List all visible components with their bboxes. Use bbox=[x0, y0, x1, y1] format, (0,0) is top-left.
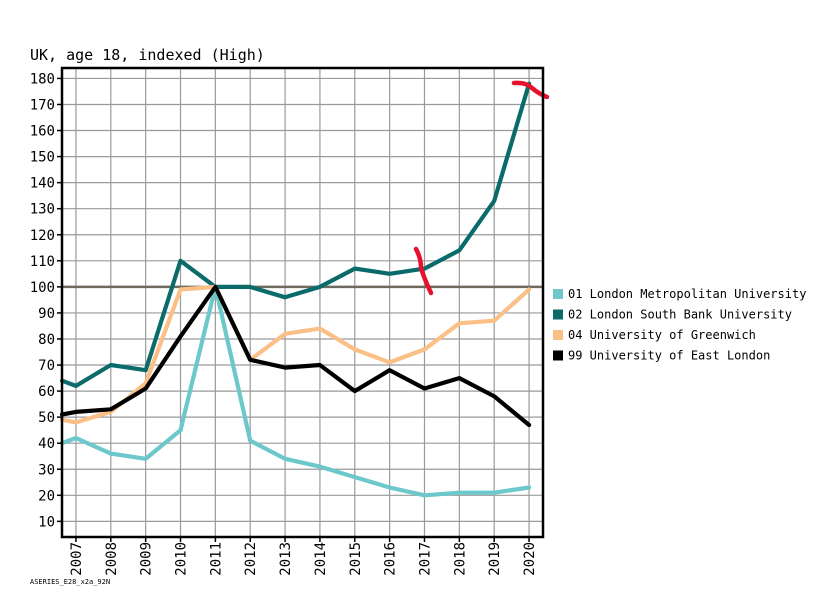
x-tick-label: 2012 bbox=[243, 542, 259, 576]
x-tick-label: 2019 bbox=[487, 542, 503, 576]
legend-label: 04 University of Greenwich bbox=[568, 328, 756, 342]
x-tick-label: 2011 bbox=[208, 542, 224, 576]
y-tick-label: 180 bbox=[30, 71, 55, 87]
x-tick-label: 2020 bbox=[522, 542, 538, 576]
legend-label: 99 University of East London bbox=[568, 349, 770, 363]
y-tick-label: 90 bbox=[38, 306, 55, 322]
y-tick-label: 10 bbox=[38, 514, 55, 530]
x-tick-label: 2007 bbox=[69, 542, 85, 576]
x-tick-label: 2013 bbox=[278, 542, 294, 576]
legend-swatch bbox=[553, 289, 563, 299]
x-tick-label: 2009 bbox=[139, 542, 155, 576]
y-tick-label: 70 bbox=[38, 358, 55, 374]
legend-swatch bbox=[553, 309, 563, 320]
legend-swatch bbox=[553, 330, 563, 340]
chart-footnote: ASERIES_E28_x2a_92N bbox=[30, 578, 110, 586]
x-tick-label: 2010 bbox=[174, 542, 190, 576]
y-tick-label: 100 bbox=[30, 280, 55, 296]
y-tick-label: 110 bbox=[30, 254, 55, 270]
y-tick-label: 80 bbox=[38, 332, 55, 348]
x-tick-label: 2008 bbox=[104, 542, 120, 576]
y-tick-label: 40 bbox=[38, 436, 55, 452]
y-tick-label: 140 bbox=[30, 176, 55, 192]
series-line-1 bbox=[59, 81, 532, 388]
y-tick-label: 150 bbox=[30, 150, 55, 166]
x-tick-label: 2015 bbox=[348, 542, 364, 576]
y-axis-ticks: 10 20 30 40 50 60 70 80 90 100 110 120 130 140 150 160 1… bbox=[30, 71, 62, 530]
series-line-3 bbox=[59, 284, 532, 428]
legend-label: 01 London Metropolitan University bbox=[568, 287, 806, 301]
y-tick-label: 20 bbox=[38, 488, 55, 504]
series-lines bbox=[59, 81, 532, 498]
grid bbox=[62, 68, 543, 537]
annotation-mark bbox=[413, 246, 434, 296]
y-tick-label: 130 bbox=[30, 202, 55, 218]
legend-label: 02 London South Bank University bbox=[568, 308, 792, 322]
x-tick-label: 2016 bbox=[383, 542, 399, 576]
y-tick-label: 60 bbox=[38, 384, 55, 400]
y-tick-label: 120 bbox=[30, 228, 55, 244]
x-tick-label: 2017 bbox=[417, 542, 433, 576]
y-tick-label: 160 bbox=[30, 124, 55, 140]
legend-swatch bbox=[553, 350, 563, 361]
y-tick-label: 30 bbox=[38, 462, 55, 478]
x-axis-ticks: 2007 2008 2009 2010 2011 2012 2013 2014 2015 2016… bbox=[69, 537, 538, 576]
chart-title: UK, age 18, indexed (High) bbox=[30, 46, 265, 64]
x-tick-label: 2018 bbox=[452, 542, 468, 576]
plot-area-frame bbox=[60, 66, 545, 539]
series-line-0 bbox=[59, 284, 532, 498]
y-tick-label: 170 bbox=[30, 97, 55, 113]
legend: 01 London Metropolitan University 02 Lond… bbox=[553, 287, 806, 363]
x-tick-label: 2014 bbox=[313, 542, 329, 576]
y-tick-label: 50 bbox=[38, 410, 55, 426]
